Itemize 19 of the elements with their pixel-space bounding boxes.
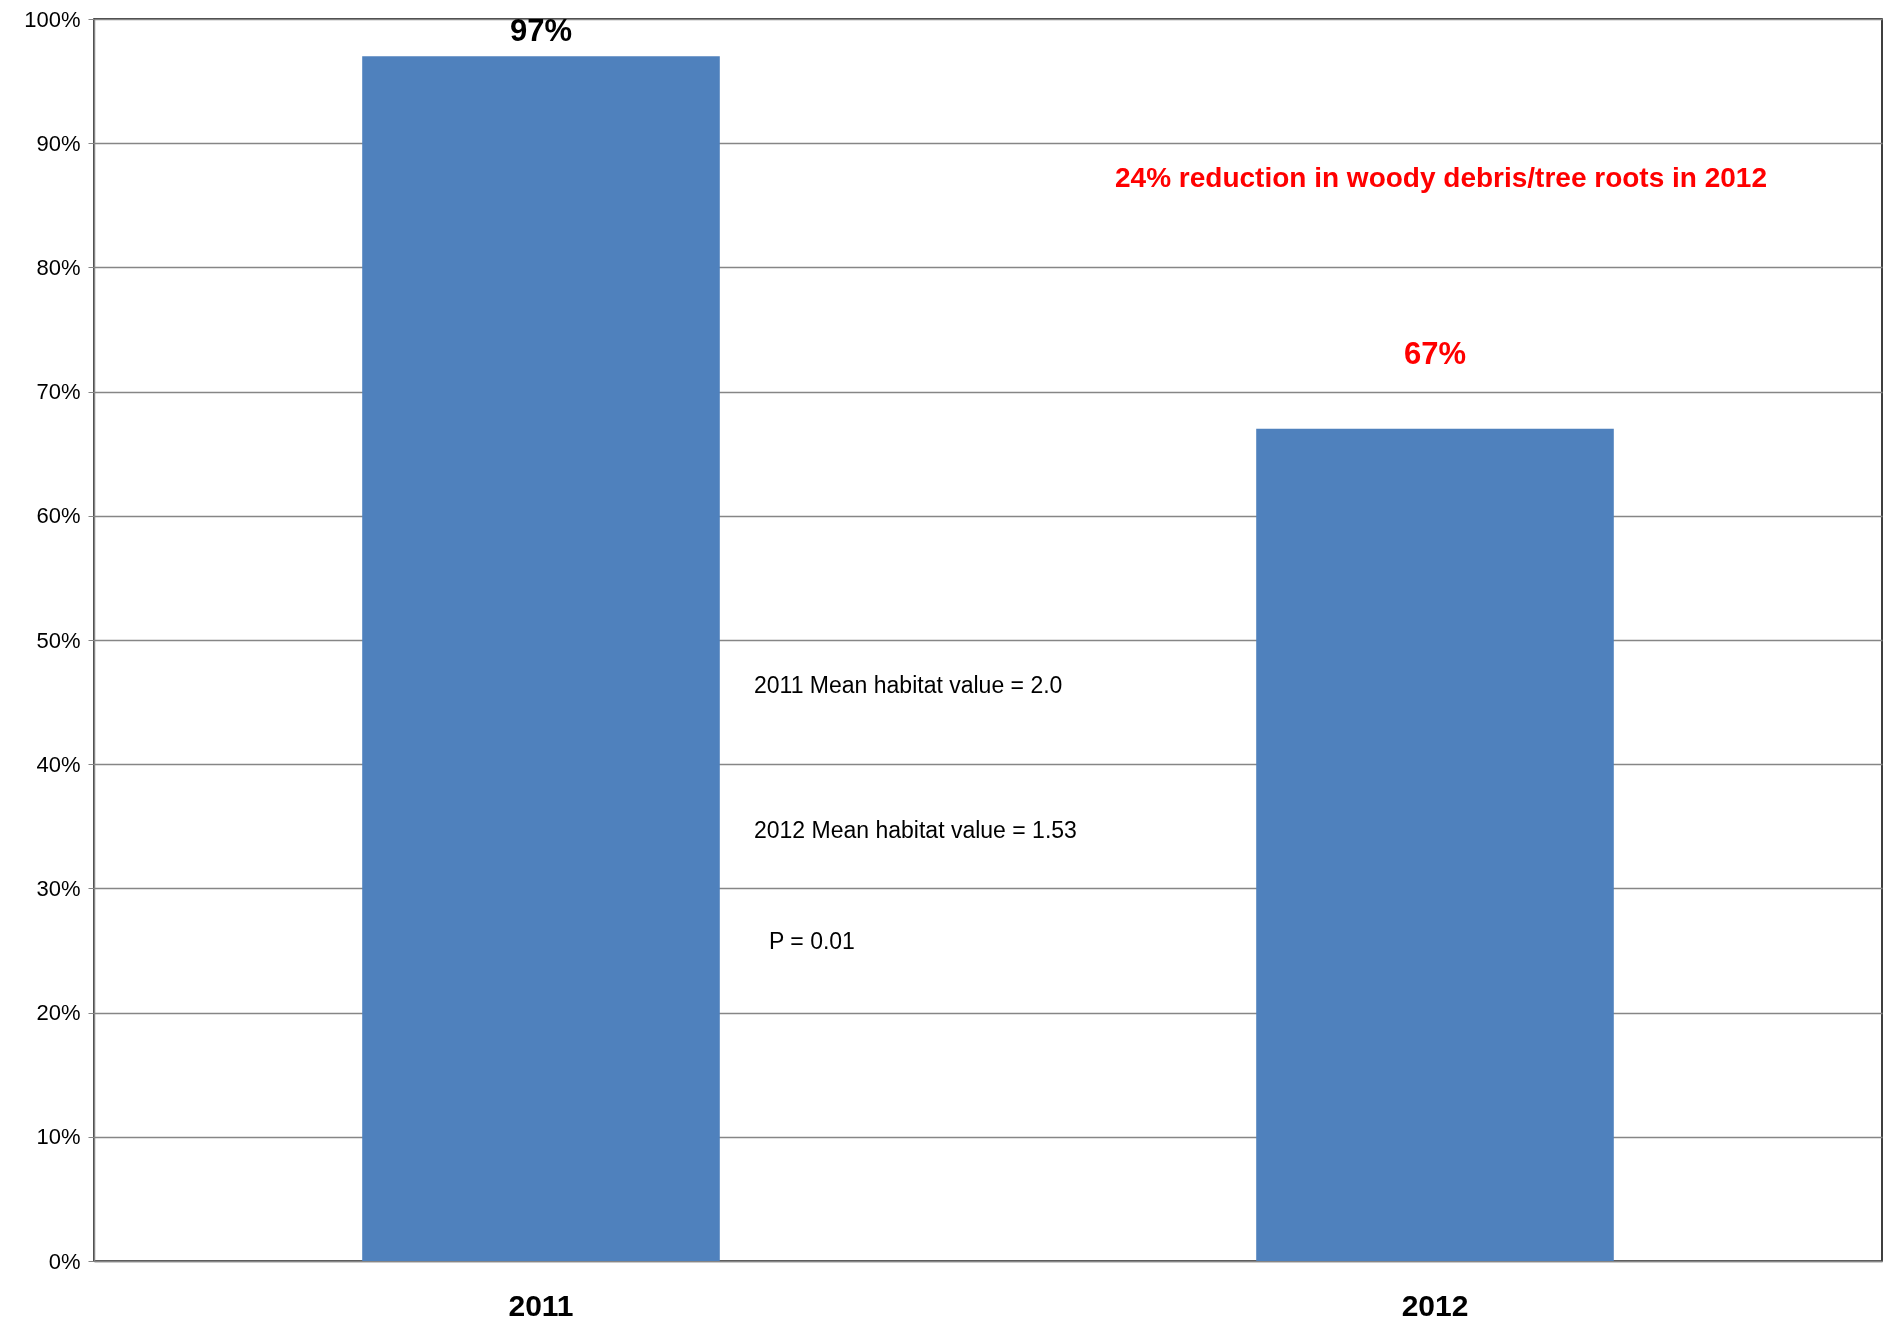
y-tick-label: 80% — [36, 254, 81, 280]
annotation: 2012 Mean habitat value = 1.53 — [754, 817, 1077, 843]
data-label: 67% — [1403, 335, 1467, 371]
y-tick-label: 20% — [36, 1000, 81, 1026]
annotation: P = 0.01 — [769, 928, 855, 954]
y-tick-label: 40% — [36, 751, 81, 777]
annotation: 24% reduction in woody debris/tree roots in 2012 — [1115, 162, 1767, 193]
y-tick-label: 10% — [36, 1124, 81, 1150]
y-tick-label: 60% — [36, 503, 81, 529]
y-tick-label: 0% — [48, 1248, 81, 1274]
x-tick-label: 2012 — [1401, 1288, 1469, 1322]
y-tick-label: 70% — [36, 379, 81, 405]
y-tick-label: 90% — [36, 130, 81, 156]
y-tick-label: 50% — [36, 627, 81, 653]
annotation: 2011 Mean habitat value = 2.0 — [754, 672, 1063, 698]
y-tick-label: 100% — [24, 6, 81, 32]
y-tick-label: 30% — [36, 875, 81, 901]
x-tick-label: 2011 — [508, 1288, 574, 1322]
data-label: 97% — [509, 13, 573, 49]
